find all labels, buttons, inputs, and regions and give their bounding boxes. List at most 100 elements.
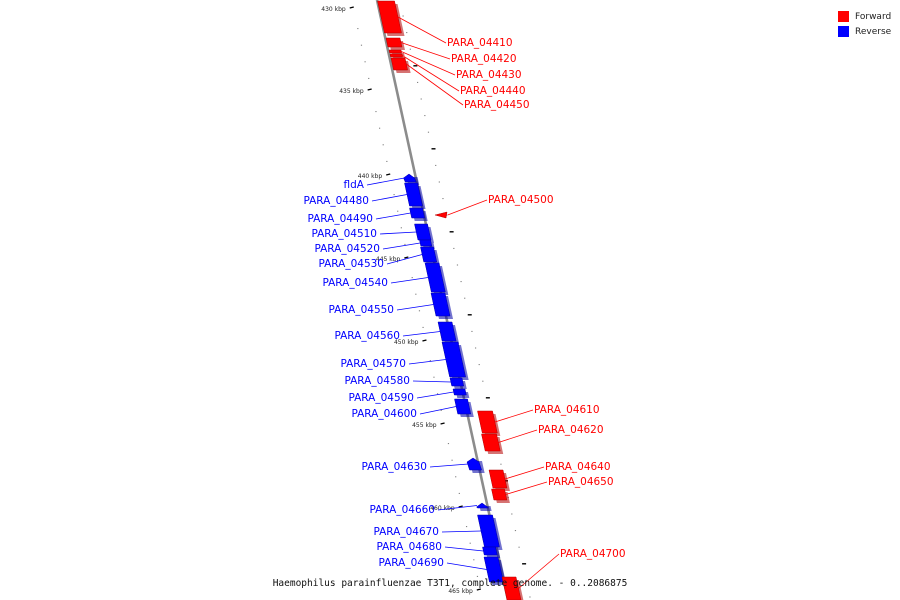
- gene-leader-line: [379, 231, 417, 235]
- gene-label: PARA_04690: [378, 557, 444, 569]
- gene-shape: [420, 246, 438, 263]
- gene-leader-line: [382, 242, 421, 250]
- gene-shape: [409, 207, 425, 219]
- gene-PARA_04540[interactable]: PARA_04540: [322, 262, 449, 295]
- gene-leader-line: [402, 331, 441, 337]
- gene-label: PARA_04420: [451, 53, 517, 65]
- legend-reverse-label: Reverse: [855, 26, 892, 37]
- tick-label: 430 kbp: [321, 6, 346, 13]
- gene-leader-line: [416, 391, 454, 399]
- gene-PARA_04580[interactable]: PARA_04580: [344, 375, 467, 389]
- gene-PARA_04640[interactable]: PARA_04640: [488, 461, 611, 491]
- gene-PARA_04560[interactable]: PARA_04560: [334, 321, 460, 344]
- major-tick: [440, 422, 445, 425]
- gene-leader-line: [397, 16, 447, 44]
- gene-label: PARA_04540: [322, 277, 388, 289]
- tick-layer: 430 kbp 435 kbp 440 kbp 445 kbp 450 kbp 455 k…: [321, 6, 531, 598]
- gene-leader-line: [406, 63, 464, 106]
- gene-label: PARA_04670: [373, 526, 439, 538]
- gene-PARA_04490[interactable]: PARA_04490: [307, 207, 428, 225]
- gene-label: PARA_04450: [464, 99, 530, 111]
- gene-shape: [501, 576, 522, 600]
- gene-label: PARA_04680: [376, 541, 442, 553]
- gene-PARA_04630[interactable]: PARA_04630: [361, 457, 485, 473]
- gene-leader-line: [444, 546, 484, 552]
- gene-shape: [477, 410, 498, 434]
- gene-label: PARA_04510: [311, 228, 377, 240]
- gene-shape: [434, 211, 448, 219]
- gene-label: PARA_04660: [369, 504, 435, 516]
- gene-PARA_04420[interactable]: PARA_04420: [385, 37, 517, 65]
- gene-PARA_04610[interactable]: PARA_04610: [477, 404, 600, 436]
- major-tick: [404, 256, 409, 259]
- gene-PARA_04430[interactable]: PARA_04430: [388, 49, 522, 81]
- gene-PARA_04670[interactable]: PARA_04670: [373, 514, 503, 550]
- gene-label: PARA_04590: [348, 392, 414, 404]
- gene-leader-line: [494, 409, 534, 423]
- gene-leader-line: [429, 463, 469, 468]
- gene-shape: [454, 398, 472, 415]
- legend-forward-label: Forward: [855, 11, 892, 22]
- gene-PARA_04700[interactable]: PARA_04700: [501, 548, 626, 600]
- gene-PARA_04480[interactable]: PARA_04480: [303, 182, 426, 209]
- gene-shape: [403, 173, 417, 183]
- gene-label: PARA_04550: [328, 304, 394, 316]
- gene-leader-line: [505, 481, 548, 495]
- tick-label: 440 kbp: [358, 173, 383, 180]
- gene-label: PARA_04630: [361, 461, 427, 473]
- gene-shape: [414, 223, 432, 241]
- forward-swatch: [838, 11, 849, 22]
- gene-shape: [437, 321, 457, 342]
- gene-label: PARA_04640: [545, 461, 611, 473]
- gene-shape: [419, 239, 433, 247]
- gene-shape: [491, 488, 508, 501]
- gene-leader-line: [386, 254, 423, 265]
- gene-shape: [441, 341, 466, 378]
- gene-PARA_04570[interactable]: PARA_04570: [340, 341, 469, 380]
- gene-PARA_04530[interactable]: PARA_04530: [318, 246, 440, 270]
- gene-label: PARA_04560: [334, 330, 400, 342]
- gene-label: PARA_04580: [344, 375, 410, 387]
- gene-leader-line: [402, 55, 460, 92]
- gene-shape: [385, 37, 403, 48]
- gene-PARA_04410[interactable]: PARA_04410: [377, 0, 513, 49]
- gene-leader-line: [447, 199, 488, 216]
- gene-leader-line: [446, 562, 487, 570]
- gene-label: fldA: [344, 179, 365, 191]
- gene-PARA_04520[interactable]: PARA_04520: [314, 239, 435, 255]
- gene-leader-line: [408, 359, 446, 365]
- gene-PARA_04500[interactable]: PARA_04500: [434, 194, 554, 219]
- gene-PARA_04660[interactable]: PARA_04660: [369, 502, 492, 516]
- gene-shape: [404, 182, 423, 207]
- tick-label: 450 kbp: [394, 339, 419, 346]
- gene-PARA_04510[interactable]: PARA_04510: [311, 223, 434, 243]
- gene-PARA_04650[interactable]: PARA_04650: [491, 476, 614, 503]
- gene-label: PARA_04490: [307, 213, 373, 225]
- major-tick: [367, 88, 372, 91]
- gene-PARA_04690[interactable]: PARA_04690: [378, 556, 507, 585]
- gene-PARA_04450[interactable]: PARA_04450: [390, 57, 530, 111]
- gene-label: PARA_04430: [456, 69, 522, 81]
- gene-label: PARA_04500: [488, 194, 554, 206]
- gene-shape: [424, 262, 446, 293]
- gene-label: PARA_04700: [560, 548, 626, 560]
- gene-leader-line: [498, 429, 538, 443]
- gene-leader-line: [504, 466, 545, 480]
- gene-shape: [466, 457, 482, 471]
- gene-leader-line: [390, 277, 429, 284]
- gene-shape: [477, 514, 500, 548]
- gene-label: PARA_04650: [548, 476, 614, 488]
- gene-shape: [377, 0, 402, 34]
- gene-PARA_04680[interactable]: PARA_04680: [376, 541, 501, 558]
- gene-shape: [488, 469, 508, 489]
- legend-item-forward: Forward: [838, 9, 891, 24]
- gene-label: PARA_04480: [303, 195, 369, 207]
- tick-label: 460 kbp: [430, 505, 455, 512]
- gene-label: PARA_04600: [351, 408, 417, 420]
- gene-PARA_04550[interactable]: PARA_04550: [328, 292, 454, 319]
- gene-PARA_04620[interactable]: PARA_04620: [481, 424, 604, 454]
- gene-PARA_04600[interactable]: PARA_04600: [351, 398, 474, 420]
- gene-PARA_04590[interactable]: PARA_04590: [348, 388, 470, 404]
- gene-leader-line: [366, 177, 405, 186]
